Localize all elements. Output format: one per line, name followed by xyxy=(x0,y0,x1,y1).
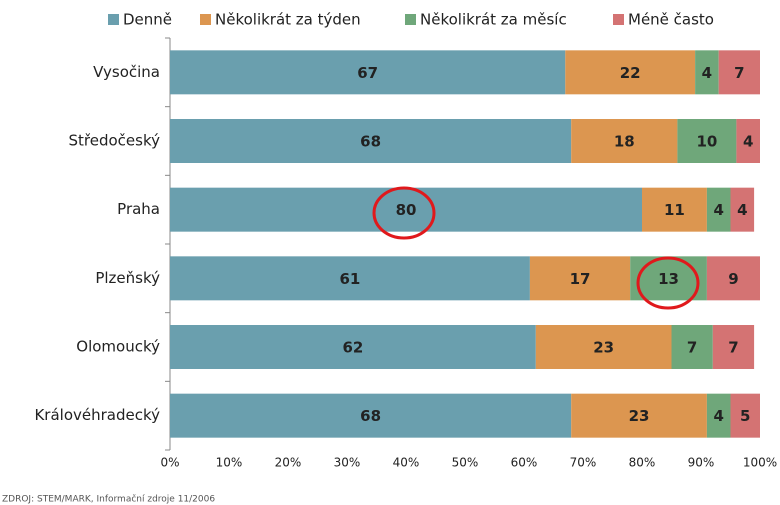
bar-segment xyxy=(170,50,566,95)
value-label: 7 xyxy=(728,339,738,357)
value-label: 7 xyxy=(734,64,744,82)
highlight-circle xyxy=(636,256,700,310)
bar-segment xyxy=(170,393,572,438)
bar-segment xyxy=(730,393,760,438)
x-tick-label: 70% xyxy=(570,456,597,470)
x-tick-label: 20% xyxy=(275,456,302,470)
value-label: 68 xyxy=(360,133,381,151)
category-label: Vysočina xyxy=(93,63,160,81)
bar-segment xyxy=(170,256,530,301)
bar-segment xyxy=(535,325,672,369)
x-tick-label: 50% xyxy=(452,456,479,470)
value-label: 9 xyxy=(728,270,738,288)
legend-swatch xyxy=(200,14,211,25)
value-label: 68 xyxy=(360,407,381,425)
bar-segment xyxy=(571,119,678,163)
legend-label: Několikrát za týden xyxy=(215,11,361,29)
category-label: Královéhradecký xyxy=(34,406,160,424)
bar-segment xyxy=(736,119,760,163)
value-label: 17 xyxy=(570,270,591,288)
x-tick-label: 100% xyxy=(743,456,777,470)
bar-segment xyxy=(730,187,755,232)
x-tick-label: 0% xyxy=(160,456,179,470)
bar-segment xyxy=(642,187,707,232)
value-label: 13 xyxy=(658,270,679,288)
value-label: 18 xyxy=(614,133,635,151)
value-label: 4 xyxy=(713,407,723,425)
value-label: 11 xyxy=(664,201,685,219)
bar-segment xyxy=(677,119,737,163)
bar-segment xyxy=(170,325,536,369)
category-label: Olomoucký xyxy=(76,338,160,356)
legend-swatch xyxy=(108,14,119,25)
x-tick-label: 90% xyxy=(688,456,715,470)
legend-label: Několikrát za měsíc xyxy=(420,11,567,29)
bar-segment xyxy=(571,393,707,438)
bar-segment xyxy=(671,325,713,369)
highlight-circle xyxy=(372,186,436,240)
value-label: 22 xyxy=(620,64,641,82)
category-label: Plzeňský xyxy=(95,269,160,287)
x-tick-label: 60% xyxy=(511,456,538,470)
value-label: 4 xyxy=(713,201,723,219)
source: ZDROJ: STEM/MARK, Informační zdroje 11/2… xyxy=(2,494,215,505)
x-tick-label: 40% xyxy=(393,456,420,470)
value-label: 7 xyxy=(687,339,697,357)
value-label: 4 xyxy=(743,133,753,151)
bar-segment xyxy=(706,187,731,232)
value-label: 5 xyxy=(740,407,750,425)
category-label: Praha xyxy=(117,200,160,218)
value-label: 61 xyxy=(340,270,361,288)
bar-segment xyxy=(718,50,760,95)
x-tick-label: 10% xyxy=(216,456,243,470)
category-label: Středočeský xyxy=(69,132,161,150)
x-tick-label: 80% xyxy=(629,456,656,470)
value-label: 80 xyxy=(396,201,417,219)
bar-segment xyxy=(170,187,642,232)
value-label: 4 xyxy=(737,201,747,219)
value-label: 67 xyxy=(357,64,378,82)
legend-swatch xyxy=(405,14,416,25)
value-label: 4 xyxy=(702,64,712,82)
value-label: 23 xyxy=(629,407,650,425)
legend-label: Méně často xyxy=(628,11,714,29)
bar-segment xyxy=(706,393,731,438)
bar-segment xyxy=(695,50,719,95)
legend-swatch xyxy=(613,14,624,25)
bar-segment xyxy=(565,50,696,95)
bar-segment xyxy=(170,119,572,163)
value-label: 62 xyxy=(342,339,363,357)
value-label: 10 xyxy=(696,133,717,151)
bar-segment xyxy=(712,325,755,369)
value-label: 23 xyxy=(593,339,614,357)
bar-segment xyxy=(529,256,631,301)
bar-segment xyxy=(706,256,760,301)
x-tick-label: 30% xyxy=(334,456,361,470)
legend-label: Denně xyxy=(123,11,172,29)
